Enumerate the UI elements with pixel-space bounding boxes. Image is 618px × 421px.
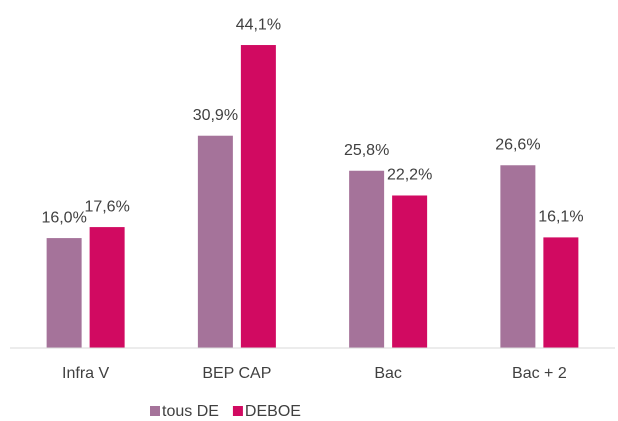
legend-label: tous DE [162,403,219,420]
x-tick-label: BEP CAP [202,365,271,382]
data-label: 16,1% [538,209,583,226]
legend-label: DEBOE [245,403,301,420]
x-tick-label: Infra V [62,365,109,382]
data-label: 25,8% [344,142,389,159]
data-label: 16,0% [41,209,86,226]
data-label: 22,2% [387,167,432,184]
bar [349,170,385,348]
bar [543,237,579,348]
x-tick-label: Bac [374,365,402,382]
bar [197,135,233,348]
data-label: 17,6% [84,198,129,215]
legend-swatch [232,406,243,416]
bar [240,45,276,349]
x-tick-label: Bac + 2 [512,365,567,382]
data-label: 44,1% [236,16,281,33]
data-label: 26,6% [495,136,540,153]
data-label: 30,9% [193,107,238,124]
bar [46,238,82,348]
bar [500,165,536,348]
bar [89,227,125,348]
legend-swatch [150,406,160,416]
bar [392,195,428,348]
